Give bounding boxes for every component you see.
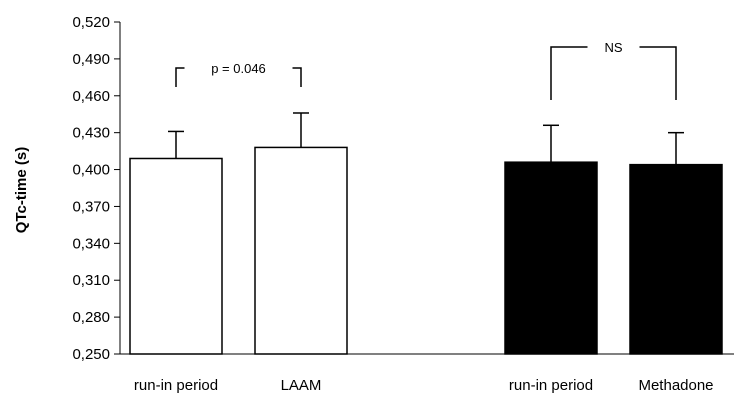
significance-bracket-right bbox=[292, 67, 302, 87]
y-tick-label: 0,520 bbox=[72, 14, 110, 31]
x-axis-categories: run-in period LAAM run-in period Methadone bbox=[134, 377, 714, 394]
y-tick-label: 0,280 bbox=[72, 309, 110, 326]
x-category-label: LAAM bbox=[281, 377, 322, 394]
y-tick-label: 0,460 bbox=[72, 88, 110, 105]
y-axis-ticks: 0,250 0,280 0,310 0,340 0,370 0,400 0,430 0,460… bbox=[72, 14, 120, 363]
bar bbox=[254, 146, 348, 355]
y-tick-label: 0,340 bbox=[72, 235, 110, 252]
significance-label: p = 0.046 bbox=[211, 61, 266, 76]
significance-bracket-right bbox=[639, 46, 677, 100]
y-tick-label: 0,490 bbox=[72, 51, 110, 68]
y-tick-label: 0,310 bbox=[72, 272, 110, 289]
significance-bracket-left bbox=[175, 67, 185, 87]
error-bars bbox=[168, 112, 684, 165]
x-category-label: run-in period bbox=[509, 377, 593, 394]
x-category-label: Methadone bbox=[638, 377, 713, 394]
bar bbox=[504, 161, 598, 355]
y-tick-label: 0,430 bbox=[72, 125, 110, 142]
bar bbox=[129, 157, 223, 355]
significance-annotations: p = 0.046 NS bbox=[175, 40, 677, 100]
x-category-label: run-in period bbox=[134, 377, 218, 394]
y-tick-label: 0,250 bbox=[72, 346, 110, 363]
bars bbox=[129, 146, 723, 355]
y-axis-title: QTc-time (s) bbox=[13, 147, 30, 233]
y-tick-label: 0,400 bbox=[72, 162, 110, 179]
bar bbox=[629, 163, 723, 355]
significance-label: NS bbox=[604, 40, 622, 55]
significance-bracket-left bbox=[550, 46, 588, 100]
y-tick-label: 0,370 bbox=[72, 198, 110, 215]
